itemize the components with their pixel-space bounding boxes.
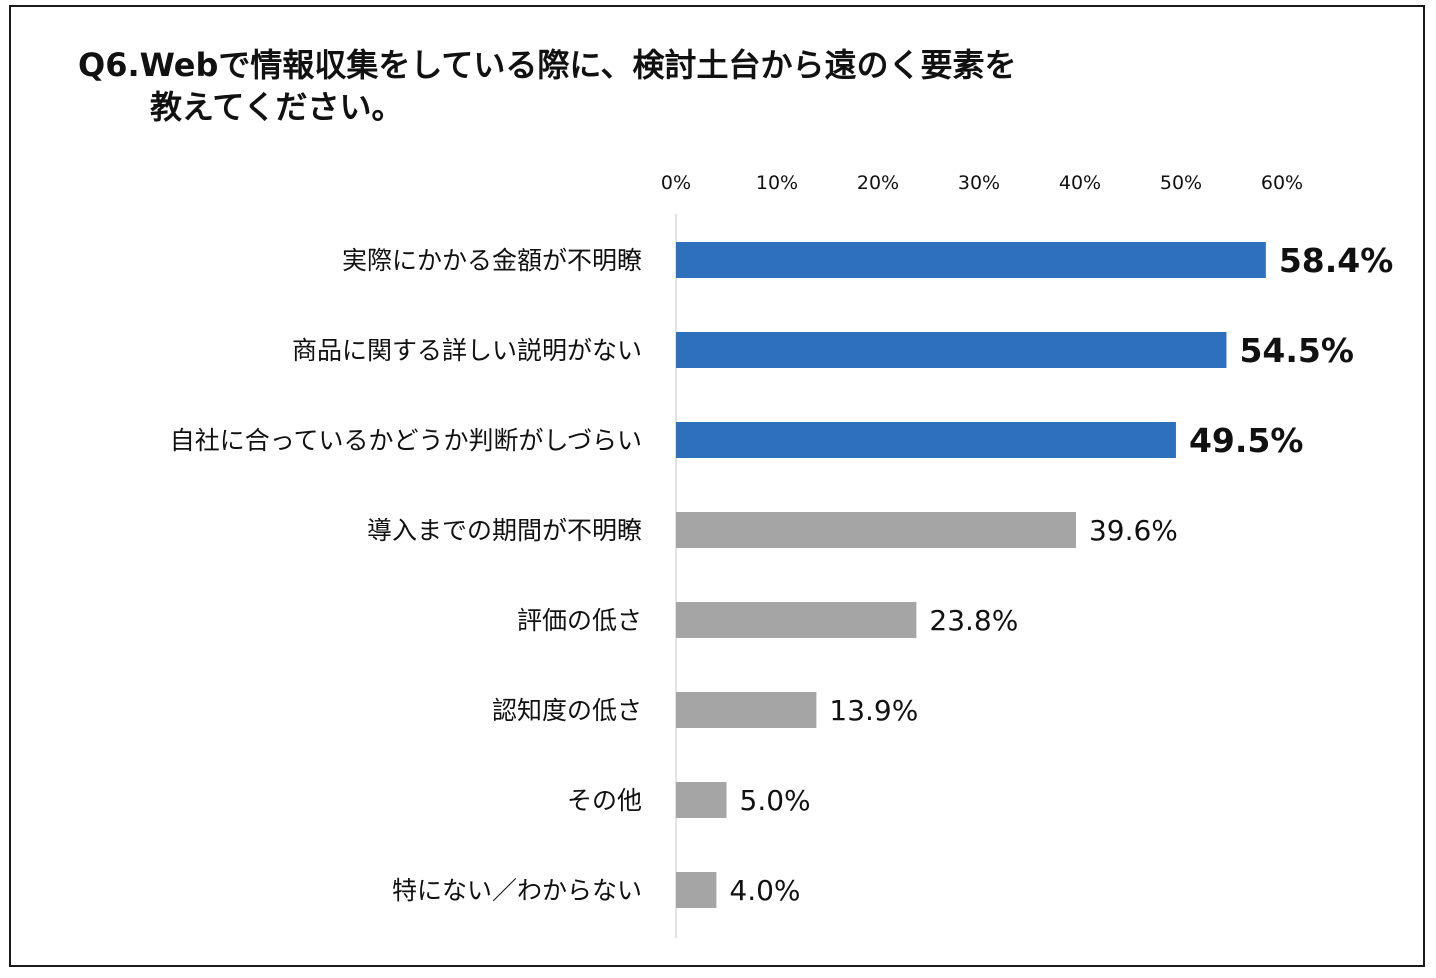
value-label: 58.4%: [1279, 241, 1394, 280]
category-labels: 実際にかかる金額が不明瞭商品に関する詳しい説明がない自社に合っているかどうか判断…: [170, 246, 642, 905]
bar: [676, 692, 817, 728]
x-tick-label: 40%: [1059, 172, 1101, 194]
value-label: 4.0%: [729, 874, 800, 907]
chart-title: Q6.Webで情報収集をしている際に、検討土台から遠のく要素を 教えてください。: [78, 44, 1016, 128]
bar: [676, 512, 1076, 548]
chart-title-line-2: 教えてください。: [150, 88, 404, 126]
value-label: 49.5%: [1189, 421, 1304, 460]
category-label: その他: [567, 786, 642, 815]
value-label: 5.0%: [740, 784, 811, 817]
x-tick-label: 20%: [857, 172, 899, 194]
x-tick-label: 60%: [1261, 172, 1303, 194]
category-label: 評価の低さ: [517, 606, 642, 635]
value-label: 54.5%: [1239, 331, 1354, 370]
bar: [676, 332, 1227, 368]
category-label: 商品に関する詳しい説明がない: [292, 336, 642, 365]
value-labels: 58.4% 54.5% 49.5% 39.6% 23.8% 13.9% 5.0% 4.0%: [729, 241, 1393, 907]
chart-title-line-1: Q6.Webで情報収集をしている際に、検討土台から遠のく要素を: [78, 46, 1017, 84]
x-tick-label: 30%: [958, 172, 1000, 194]
bars: [676, 242, 1266, 908]
category-label: 認知度の低さ: [492, 696, 642, 725]
category-label: 特にない／わからない: [392, 876, 642, 905]
x-tick-label: 50%: [1160, 172, 1202, 194]
value-label: 39.6%: [1089, 514, 1178, 547]
category-label: 自社に合っているかどうか判断がしづらい: [170, 426, 642, 455]
value-label: 13.9%: [829, 694, 918, 727]
category-label: 実際にかかる金額が不明瞭: [342, 246, 642, 275]
x-axis-ticks: 0% 10% 20% 30% 40% 50% 60%: [661, 172, 1303, 194]
category-label: 導入までの期間が不明瞭: [367, 516, 642, 545]
bar: [676, 242, 1266, 278]
value-label: 23.8%: [929, 604, 1018, 637]
bar: [676, 782, 727, 818]
x-tick-label: 10%: [756, 172, 798, 194]
x-tick-label: 0%: [661, 172, 691, 194]
bar: [676, 422, 1176, 458]
bar: [676, 602, 917, 638]
bar: [676, 872, 717, 908]
